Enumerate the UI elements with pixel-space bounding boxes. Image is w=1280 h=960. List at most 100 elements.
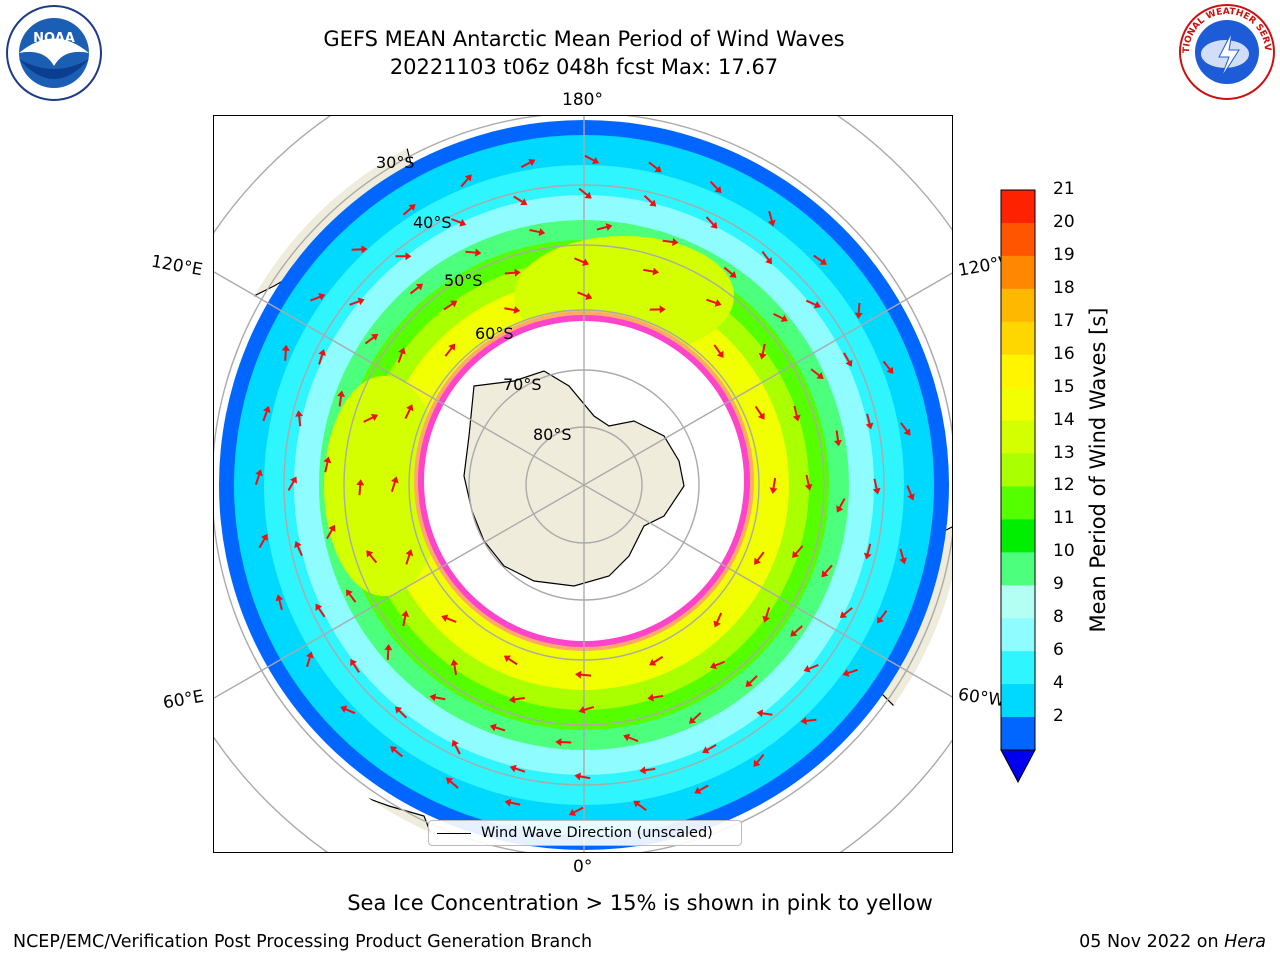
wave-direction-arrow bbox=[349, 297, 365, 306]
wave-direction-arrow bbox=[863, 543, 872, 560]
colorbar-tick-label: 4 bbox=[1053, 673, 1064, 694]
wave-direction-arrow bbox=[281, 344, 290, 361]
map-legend: Wind Wave Direction (unscaled) bbox=[428, 820, 742, 846]
wave-direction-arrow bbox=[337, 390, 346, 407]
wave-direction-arrow bbox=[758, 343, 767, 360]
band-high-sector-indian bbox=[324, 376, 444, 596]
lon-label-0: 0° bbox=[573, 857, 593, 877]
lon-label-120e: 120°E bbox=[149, 251, 205, 281]
colorbar-segment bbox=[1001, 618, 1035, 652]
colorbar-tick-label: 14 bbox=[1053, 409, 1075, 430]
madagascar-land bbox=[253, 765, 303, 817]
wave-direction-arrow bbox=[906, 485, 915, 501]
colorbar-segment bbox=[1001, 519, 1035, 553]
wave-direction-arrow bbox=[258, 533, 268, 549]
colorbar-segment bbox=[1001, 684, 1035, 718]
nws-logo: NATIONAL WEATHER SERVICE bbox=[1177, 2, 1275, 100]
wave-direction-arrow bbox=[401, 610, 410, 627]
wave-direction-arrow bbox=[356, 479, 365, 496]
wave-direction-arrow bbox=[689, 712, 702, 724]
run-host: Hera bbox=[1224, 932, 1266, 952]
colorbar-tick-label: 9 bbox=[1053, 574, 1064, 595]
colorbar-tick-label: 21 bbox=[1053, 179, 1075, 199]
wave-direction-arrow bbox=[574, 772, 591, 781]
noaa-logo: NOAA bbox=[6, 5, 102, 101]
legend-label: Wind Wave Direction (unscaled) bbox=[481, 825, 713, 841]
wave-direction-arrow bbox=[709, 180, 722, 194]
wave-direction-arrow bbox=[769, 477, 778, 494]
wave-direction-arrow bbox=[821, 564, 833, 578]
colorbar-tick-label: 6 bbox=[1053, 640, 1064, 661]
colorbar-segment bbox=[1001, 717, 1035, 751]
colorbar-segment bbox=[1001, 255, 1035, 290]
wave-direction-arrow bbox=[397, 347, 406, 363]
wave-direction-arrow bbox=[451, 739, 461, 755]
wave-direction-arrow bbox=[441, 614, 457, 623]
graticule bbox=[214, 116, 952, 852]
wave-direction-arrow bbox=[753, 753, 765, 767]
wave-direction-arrow bbox=[773, 312, 788, 322]
wave-direction-arrow bbox=[643, 267, 660, 276]
wave-direction-arrow bbox=[509, 764, 526, 773]
wave-direction-arrow bbox=[295, 410, 304, 427]
wave-direction-arrow bbox=[709, 660, 726, 670]
wave-direction-arrow bbox=[366, 550, 378, 564]
wave-direction-arrow bbox=[310, 293, 326, 302]
colorbar-tick-label: 16 bbox=[1053, 343, 1075, 364]
wave-direction-arrow bbox=[351, 245, 368, 254]
wave-direction-arrow bbox=[596, 223, 613, 231]
colorbar-tick-label: 20 bbox=[1053, 211, 1075, 232]
wave-direction-arrow bbox=[306, 651, 314, 668]
lat-label-70s: 70°S bbox=[503, 375, 542, 394]
colorbar-under-triangle bbox=[1000, 749, 1036, 784]
wave-direction-arrow bbox=[648, 161, 662, 173]
wave-direction-arrow bbox=[402, 204, 416, 216]
wave-direction-arrow bbox=[713, 344, 724, 359]
wave-direction-arrow bbox=[504, 798, 521, 807]
colorbar-segment bbox=[1001, 288, 1035, 323]
wave-direction-arrow bbox=[805, 299, 821, 309]
wave-direction-arrow bbox=[409, 283, 424, 295]
wave-direction-arrow bbox=[504, 306, 521, 314]
wave-direction-arrow bbox=[508, 695, 525, 704]
wave-direction-arrow bbox=[804, 474, 813, 491]
wave-direction-arrow bbox=[813, 254, 827, 265]
lon-label-60w: 60°W bbox=[956, 684, 1007, 712]
sea-ice-footnote: Sea Ice Concentration > 15% is shown in … bbox=[347, 891, 933, 915]
wave-direction-arrow bbox=[800, 716, 817, 725]
wave-direction-arrow bbox=[702, 744, 717, 754]
noaa-logo-text: NOAA bbox=[33, 31, 75, 46]
colorbar-tick-label: 2 bbox=[1053, 706, 1064, 727]
wave-direction-arrow bbox=[445, 777, 459, 789]
legend-line-sample bbox=[437, 832, 471, 834]
wave-direction-arrow bbox=[623, 733, 639, 743]
wave-direction-arrow bbox=[578, 187, 592, 199]
chart-title: GEFS MEAN Antarctic Mean Period of Wind … bbox=[323, 27, 845, 51]
wave-direction-arrow bbox=[275, 594, 284, 611]
wave-direction-arrow bbox=[584, 154, 600, 165]
chart-subtitle: 20221103 t06z 048h fcst Max: 17.67 bbox=[389, 55, 779, 79]
wave-direction-arrow bbox=[575, 670, 592, 679]
colorbar-segment bbox=[1001, 453, 1035, 487]
run-date: 05 Nov 2022 on Hera bbox=[1079, 932, 1266, 952]
wave-direction-arrow bbox=[323, 456, 332, 473]
wave-direction-arrow bbox=[513, 195, 528, 206]
colorbar-tick-label: 13 bbox=[1053, 442, 1075, 463]
wave-direction-arrow bbox=[504, 268, 521, 277]
wave-direction-arrow bbox=[790, 625, 803, 637]
colorbar-tick-label: 15 bbox=[1053, 376, 1075, 397]
wave-direction-arrow bbox=[754, 551, 765, 565]
wave-direction-arrow bbox=[649, 655, 664, 666]
wave-direction-arrow bbox=[568, 806, 584, 816]
wave-direction-arrow bbox=[384, 643, 393, 661]
wind-wave-arrows bbox=[254, 154, 915, 816]
wave-direction-arrow bbox=[346, 589, 357, 603]
wave-direction-arrow bbox=[836, 498, 846, 513]
wave-direction-arrow bbox=[803, 664, 819, 673]
wave-direction-arrow bbox=[865, 413, 874, 430]
colorbar bbox=[1000, 189, 1036, 784]
wave-direction-arrow bbox=[315, 603, 326, 618]
wave-direction-arrow bbox=[350, 658, 360, 673]
wave-direction-arrow bbox=[405, 549, 414, 565]
wave-direction-arrow bbox=[876, 610, 888, 624]
